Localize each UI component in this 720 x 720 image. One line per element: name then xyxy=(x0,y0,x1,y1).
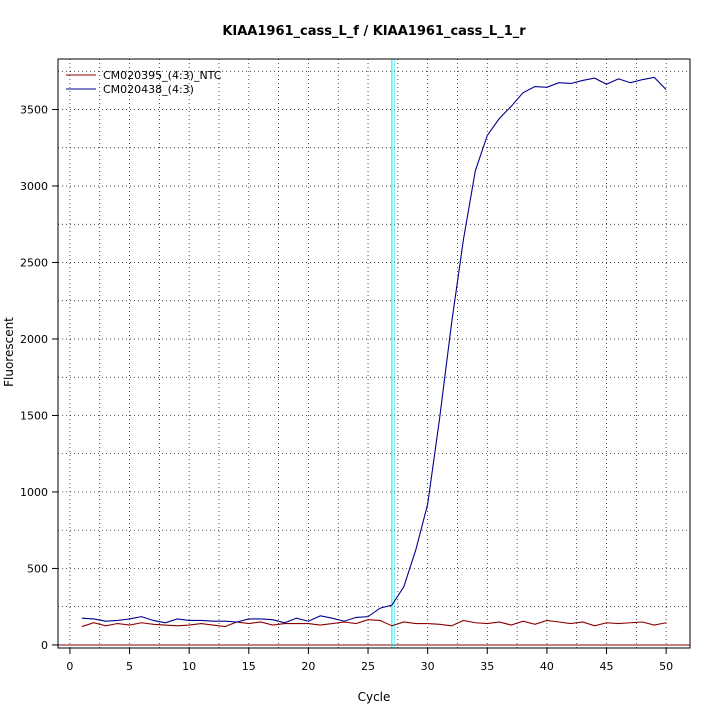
chart-title: KIAA1961_cass_L_f / KIAA1961_cass_L_1_r xyxy=(222,24,526,39)
y-tick-label: 3500 xyxy=(20,103,48,116)
x-tick-label: 35 xyxy=(480,660,494,673)
y-tick-label: 0 xyxy=(41,639,48,652)
y-tick-label: 1500 xyxy=(20,409,48,422)
x-tick-label: 20 xyxy=(301,660,315,673)
x-tick-label: 50 xyxy=(659,660,673,673)
grid xyxy=(58,59,690,648)
y-tick-label: 1000 xyxy=(20,486,48,499)
y-tick-label: 500 xyxy=(27,562,48,575)
x-tick-label: 30 xyxy=(421,660,435,673)
x-tick-label: 10 xyxy=(182,660,196,673)
legend-label: CM020395_(4:3)_NTC xyxy=(103,69,222,82)
series-layer xyxy=(81,76,667,628)
x-axis: 0 5 10 15 20 25 30 35 40 45 50 xyxy=(66,648,673,673)
y-tick-label: 2500 xyxy=(20,256,48,269)
y-axis-title: Fluorescent xyxy=(2,317,16,387)
x-tick-label: 15 xyxy=(242,660,256,673)
y-axis: 0 500 1000 1500 2000 2500 3000 3500 xyxy=(20,103,58,652)
y-tick-label: 3000 xyxy=(20,180,48,193)
x-axis-title: Cycle xyxy=(358,690,391,704)
legend-label: CM020438_(4:3) xyxy=(103,83,194,96)
series-line-1 xyxy=(81,619,667,628)
x-tick-label: 5 xyxy=(126,660,133,673)
plot-frame xyxy=(57,58,691,649)
x-tick-label: 0 xyxy=(66,660,73,673)
x-tick-label: 25 xyxy=(361,660,375,673)
series-line-2 xyxy=(81,76,667,624)
x-tick-label: 40 xyxy=(540,660,554,673)
threshold-layer xyxy=(58,59,690,648)
y-tick-label: 2000 xyxy=(20,333,48,346)
x-tick-label: 45 xyxy=(600,660,614,673)
